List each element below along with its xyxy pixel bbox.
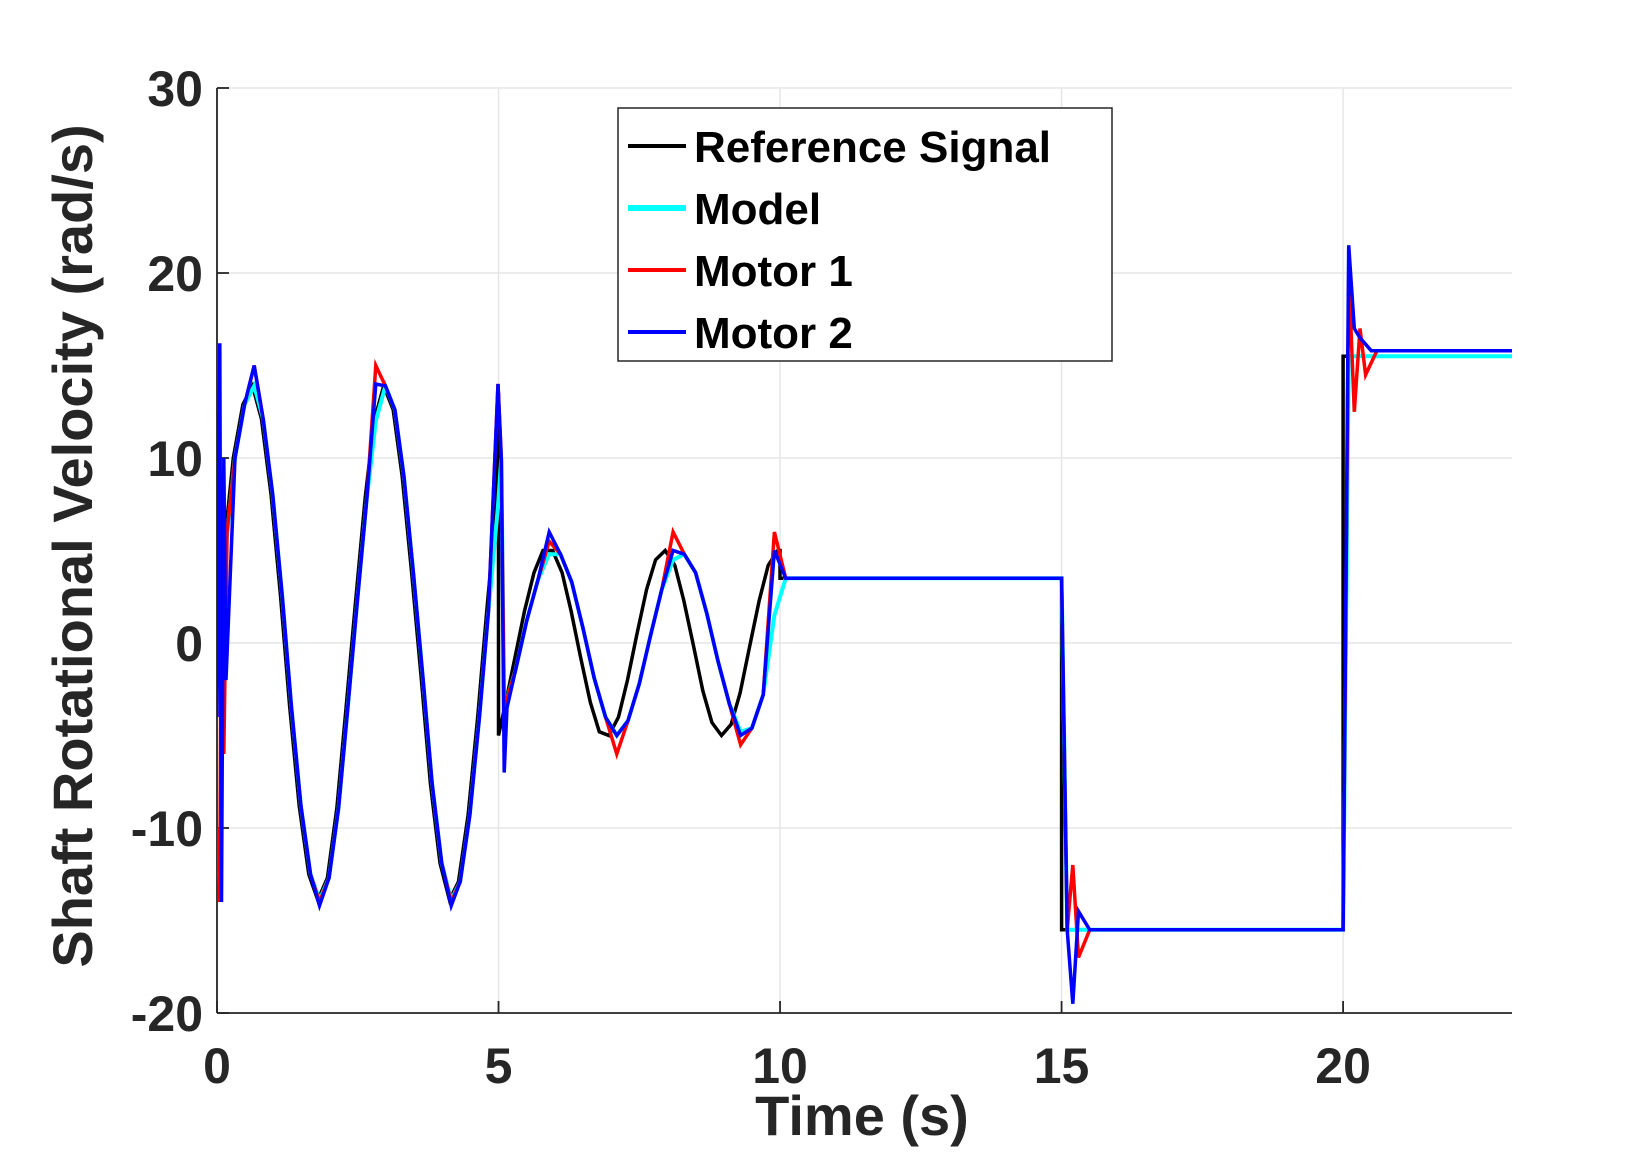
legend-box	[617, 107, 1113, 362]
y-tick-label: 20	[147, 246, 203, 302]
x-tick-label: 5	[485, 1038, 513, 1094]
legend-label-2: Model	[694, 185, 821, 234]
x-axis-title: Time (s)	[755, 1084, 969, 1147]
x-tick-label: 10	[752, 1038, 808, 1094]
legend-label-4: Motor 2	[694, 309, 853, 358]
y-tick-label: -10	[131, 801, 203, 857]
legend-label-1: Reference Signal	[694, 123, 1051, 172]
y-tick-label: 0	[175, 616, 203, 672]
series-line-4	[217, 245, 1512, 1004]
y-tick-label: 30	[147, 61, 203, 117]
y-axis-title: Shaft Rotational Velocity (rad/s)	[41, 124, 104, 967]
x-tick-label: 20	[1315, 1038, 1371, 1094]
x-tick-label: 0	[203, 1038, 231, 1094]
legend-label-3: Motor 1	[694, 247, 853, 296]
y-tick-label: -20	[131, 986, 203, 1042]
series-lines	[217, 245, 1512, 1004]
tick-labels: 0 5 10 15 20 -20 -10 0 10 20 30	[131, 61, 1371, 1094]
legend: Reference Signal Model Motor 1 Motor 2	[617, 107, 1113, 362]
y-tick-label: 10	[147, 431, 203, 487]
x-tick-label: 15	[1034, 1038, 1090, 1094]
